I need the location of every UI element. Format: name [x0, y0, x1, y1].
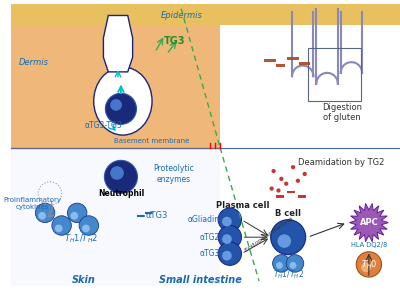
Bar: [299, 62, 310, 65]
Text: Small intestine: Small intestine: [159, 275, 242, 285]
Bar: [308, 48, 361, 101]
Text: αGliadin: αGliadin: [188, 215, 220, 224]
Circle shape: [218, 226, 242, 249]
Bar: [287, 191, 295, 193]
Text: Digestion
of gluten: Digestion of gluten: [322, 103, 362, 122]
Circle shape: [276, 262, 283, 269]
Circle shape: [272, 169, 276, 173]
Circle shape: [291, 165, 295, 169]
Polygon shape: [350, 204, 388, 242]
Bar: [276, 64, 285, 67]
Bar: [287, 57, 299, 60]
Circle shape: [79, 216, 98, 235]
Circle shape: [302, 172, 307, 176]
Circle shape: [55, 224, 62, 232]
Text: $T_H1/T_H2$: $T_H1/T_H2$: [272, 269, 304, 281]
Circle shape: [110, 166, 124, 180]
Text: $T_H0$: $T_H0$: [361, 258, 377, 271]
Circle shape: [218, 242, 242, 265]
Text: Neutrophil: Neutrophil: [98, 189, 144, 198]
Text: HLA DQ2/8: HLA DQ2/8: [351, 242, 387, 248]
Circle shape: [278, 234, 291, 248]
Circle shape: [222, 251, 232, 260]
Text: Plasma cell: Plasma cell: [216, 201, 269, 210]
Circle shape: [270, 186, 274, 191]
Circle shape: [52, 216, 71, 235]
Circle shape: [286, 255, 304, 272]
Circle shape: [290, 262, 296, 269]
Text: αTG2: αTG2: [200, 233, 220, 242]
Circle shape: [82, 224, 90, 232]
Text: $T_H1/T_H2$: $T_H1/T_H2$: [64, 233, 98, 245]
Circle shape: [271, 220, 306, 255]
Bar: [264, 59, 276, 62]
Circle shape: [279, 177, 284, 181]
Bar: [220, 148, 400, 286]
Polygon shape: [104, 15, 133, 72]
Bar: [11, 148, 220, 286]
Circle shape: [218, 208, 242, 231]
Text: Proinflammatory
cytokines: Proinflammatory cytokines: [4, 197, 62, 210]
Circle shape: [70, 212, 78, 220]
Bar: [276, 195, 284, 198]
Circle shape: [276, 188, 280, 193]
Bar: [220, 25, 400, 148]
Text: Proteolytic
enzymes: Proteolytic enzymes: [153, 164, 194, 184]
Text: Deamidation by TG2: Deamidation by TG2: [298, 158, 385, 167]
Text: αTG3: αTG3: [146, 211, 168, 220]
Text: TG3: TG3: [164, 36, 185, 46]
Bar: [11, 25, 220, 148]
Text: Basement membrane: Basement membrane: [114, 138, 190, 144]
Circle shape: [284, 182, 288, 186]
Circle shape: [104, 160, 138, 193]
Text: Epitope spreading: Epitope spreading: [244, 216, 294, 253]
Text: Skin: Skin: [72, 275, 96, 285]
Circle shape: [110, 99, 122, 111]
Circle shape: [222, 234, 232, 244]
Text: B cell: B cell: [275, 209, 301, 218]
Circle shape: [105, 93, 136, 124]
Circle shape: [296, 179, 300, 183]
Text: αTG3-TG3: αTG3-TG3: [84, 121, 122, 130]
Circle shape: [38, 212, 46, 220]
Circle shape: [35, 203, 55, 223]
Bar: [11, 4, 400, 25]
Text: αTG3: αTG3: [200, 249, 220, 258]
Ellipse shape: [94, 67, 152, 135]
Circle shape: [68, 203, 87, 223]
Text: Epidermis: Epidermis: [161, 11, 203, 20]
Bar: [298, 195, 306, 198]
Text: Dermis: Dermis: [19, 58, 49, 67]
Circle shape: [361, 262, 371, 272]
Circle shape: [356, 252, 382, 277]
Circle shape: [222, 217, 232, 226]
Circle shape: [273, 255, 290, 272]
Text: APC: APC: [360, 218, 378, 227]
